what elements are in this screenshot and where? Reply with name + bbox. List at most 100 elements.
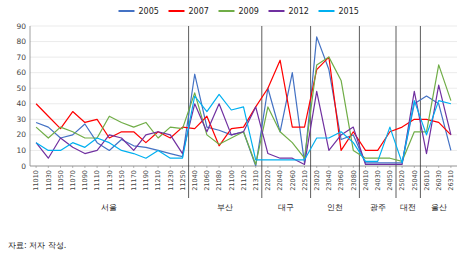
- x-tick: [206, 166, 207, 168]
- x-tick: [438, 166, 439, 168]
- caption: 자료: 저자 작성.: [8, 241, 66, 250]
- x-tick-label: 23060: [337, 170, 345, 191]
- x-tick: [97, 166, 98, 168]
- x-tick-label: 11030: [45, 170, 53, 191]
- legend-label: 2012: [289, 7, 309, 16]
- grid-line: [30, 72, 457, 73]
- grid-line: [30, 103, 457, 104]
- x-tick-label: 11170: [130, 170, 138, 191]
- y-tick-label: 70: [16, 53, 26, 62]
- x-tick: [389, 166, 390, 168]
- x-tick-label: 11050: [57, 170, 65, 191]
- legend-swatch: [169, 10, 185, 12]
- x-tick: [267, 166, 268, 168]
- x-tick: [402, 166, 403, 168]
- y-axis-line: [30, 26, 31, 166]
- x-tick: [182, 166, 183, 168]
- x-tick-label: 21080: [215, 170, 223, 191]
- grid-line: [30, 57, 457, 58]
- grid-line: [30, 26, 457, 27]
- x-tick-label: 22020: [264, 170, 272, 191]
- x-tick: [109, 166, 110, 168]
- group-label: 부산: [217, 203, 233, 212]
- x-tick-label: 25040: [411, 170, 419, 191]
- group-label: 울산: [431, 203, 447, 212]
- x-tick: [280, 166, 281, 168]
- legend-swatch: [219, 10, 235, 12]
- y-tick-label: 60: [16, 68, 26, 77]
- x-tick: [243, 166, 244, 168]
- x-tick: [365, 166, 366, 168]
- y-tick-label: 0: [21, 162, 26, 171]
- x-tick-label: 11110: [93, 170, 101, 191]
- x-tick-label: 26010: [423, 170, 431, 191]
- series-line: [36, 85, 451, 164]
- x-tick-label: 11010: [32, 170, 40, 191]
- x-tick: [36, 166, 37, 168]
- y-tick-label: 50: [16, 84, 26, 93]
- group-label: 대전: [400, 203, 416, 212]
- grid-line: [30, 88, 457, 89]
- x-tick: [170, 166, 171, 168]
- x-tick: [231, 166, 232, 168]
- x-tick: [292, 166, 293, 168]
- x-tick: [450, 166, 451, 168]
- y-tick-label: 40: [16, 99, 26, 108]
- x-tick-label: 21310: [252, 170, 260, 191]
- group-divider: [359, 26, 360, 198]
- legend-label: 2005: [139, 7, 159, 16]
- x-tick: [145, 166, 146, 168]
- x-tick: [48, 166, 49, 168]
- legend-swatch: [119, 10, 135, 12]
- group-label: 서울: [101, 203, 117, 212]
- y-tick-label: 10: [16, 146, 26, 155]
- x-tick-label: 26030: [435, 170, 443, 191]
- y-tick-label: 80: [16, 37, 26, 46]
- legend-label: 2007: [189, 7, 209, 16]
- group-divider: [261, 26, 262, 198]
- x-tick: [121, 166, 122, 168]
- chart: 0102030405060708090110101103011050110701…: [0, 0, 465, 254]
- x-tick: [60, 166, 61, 168]
- y-tick-label: 20: [16, 130, 26, 139]
- x-tick-label: 11190: [142, 170, 150, 191]
- x-tick: [353, 166, 354, 168]
- legend-swatch: [269, 10, 285, 12]
- x-tick-label: 24010: [362, 170, 370, 191]
- group-divider: [420, 26, 421, 198]
- series-line: [36, 37, 451, 166]
- x-tick: [426, 166, 427, 168]
- x-tick-label: 22510: [301, 170, 309, 191]
- x-tick: [377, 166, 378, 168]
- x-tick-label: 24030: [374, 170, 382, 191]
- x-tick: [133, 166, 134, 168]
- series-line: [36, 94, 451, 162]
- x-tick-label: 23020: [313, 170, 321, 191]
- group-label: 인천: [327, 203, 343, 212]
- x-tick-label: 11210: [154, 170, 162, 191]
- legend-label: 2015: [339, 7, 359, 16]
- group-label: 광주: [370, 203, 386, 212]
- x-tick: [414, 166, 415, 168]
- x-tick-label: 26310: [447, 170, 455, 191]
- x-tick-label: 23080: [350, 170, 358, 191]
- x-tick: [316, 166, 317, 168]
- x-tick: [255, 166, 256, 168]
- x-tick: [72, 166, 73, 168]
- lines: [36, 37, 451, 166]
- legend-label: 2009: [239, 7, 259, 16]
- series-line: [36, 57, 451, 164]
- x-tick-label: 21120: [240, 170, 248, 191]
- x-tick: [341, 166, 342, 168]
- x-tick-label: 24050: [386, 170, 394, 191]
- x-tick-label: 21040: [191, 170, 199, 191]
- x-tick-label: 22040: [276, 170, 284, 191]
- grid-line: [30, 41, 457, 42]
- x-tick-label: 11250: [179, 170, 187, 191]
- y-tick-label: 90: [16, 22, 26, 31]
- x-tick-label: 25020: [398, 170, 406, 191]
- legend-swatch: [319, 10, 335, 12]
- y-tick-label: 30: [16, 115, 26, 124]
- x-tick: [304, 166, 305, 168]
- x-tick-label: 11090: [81, 170, 89, 191]
